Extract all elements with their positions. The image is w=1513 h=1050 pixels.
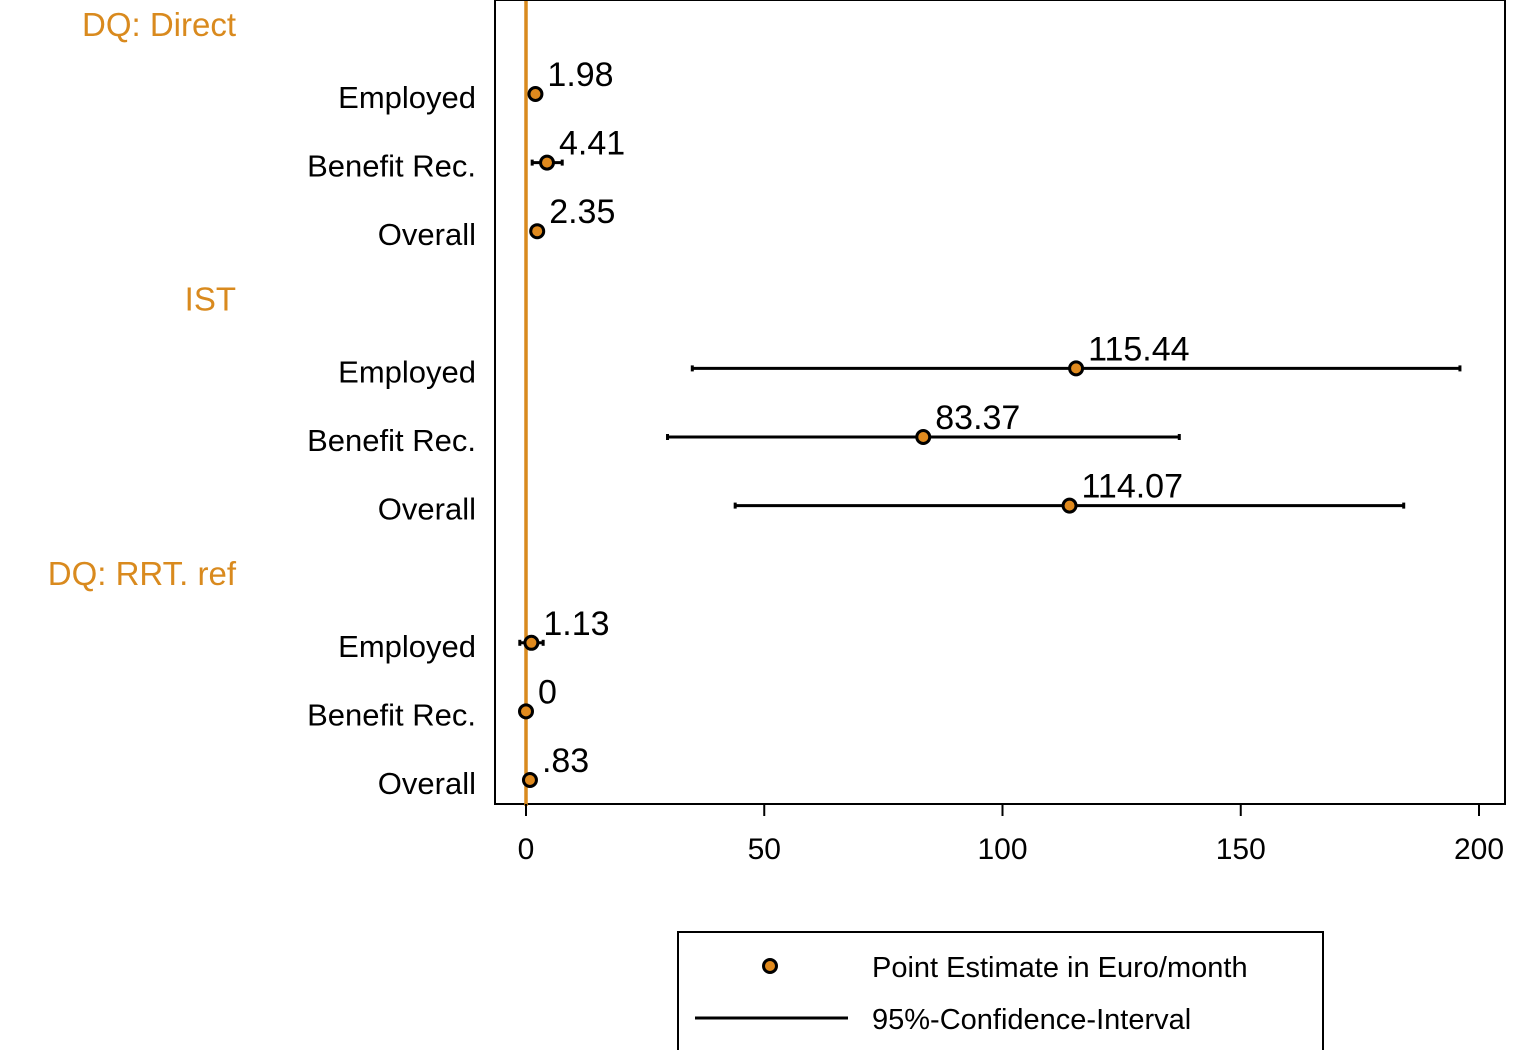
plot-area-frame — [494, 0, 1506, 805]
point-estimate-marker — [1068, 360, 1085, 377]
point-estimate-marker — [527, 86, 544, 102]
row-label: Benefit Rec. — [307, 149, 476, 184]
legend-label-line: 95%-Confidence-Interval — [872, 1004, 1191, 1036]
x-tick-label: 50 — [748, 833, 781, 866]
row-label: Overall — [378, 492, 476, 527]
confidence-interval-layer — [518, 91, 1462, 783]
point-estimate-marker — [1061, 497, 1078, 514]
group-label: IST — [185, 280, 236, 317]
value-label: 1.13 — [543, 605, 609, 643]
row-label: Benefit Rec. — [307, 697, 476, 732]
legend-label-point: Point Estimate in Euro/month — [872, 952, 1248, 984]
group-label: DQ: RRT. ref — [48, 555, 237, 592]
value-label: 83.37 — [935, 399, 1020, 437]
row-label: Employed — [338, 354, 476, 389]
value-label: .83 — [542, 742, 589, 780]
legend-frame — [677, 931, 1324, 1050]
x-tick-label: 100 — [977, 833, 1027, 866]
point-estimate-marker — [523, 634, 540, 651]
legend: Point Estimate in Euro/month 95%-Confide… — [677, 931, 1324, 1050]
row-label: Employed — [338, 629, 476, 664]
row-label: Benefit Rec. — [307, 423, 476, 458]
row-label-layer: DQ: Direct Employed Benefit Rec. Overall IST… — [48, 6, 476, 801]
value-label: 4.41 — [559, 125, 625, 163]
value-label: 1.98 — [547, 56, 613, 94]
row-label: Overall — [378, 217, 476, 252]
value-label: 2.35 — [549, 193, 615, 231]
row-label: Employed — [338, 80, 476, 115]
value-label: 114.07 — [1082, 468, 1183, 506]
value-label: 115.44 — [1088, 330, 1189, 368]
point-estimate-marker — [915, 429, 932, 445]
point-estimate-marker — [518, 703, 534, 720]
group-label: DQ: Direct — [82, 6, 236, 43]
legend-point-marker — [762, 958, 778, 974]
row-label: Overall — [378, 766, 476, 801]
x-tick-label: 200 — [1454, 833, 1504, 866]
point-estimate-marker — [539, 154, 556, 171]
value-label-layer: 1.98 4.41 2.35 115.44 83.37 114.07 1.13 0 .83 — [538, 56, 1190, 780]
x-tick-label: 0 — [518, 833, 535, 866]
point-estimate-marker — [529, 223, 546, 240]
point-estimate-marker — [521, 772, 538, 788]
point-estimate-layer — [518, 86, 1085, 788]
x-tick-label: 150 — [1216, 833, 1266, 866]
value-label: 0 — [538, 673, 557, 711]
x-axis: 0 50 100 150 200 — [518, 804, 1504, 866]
